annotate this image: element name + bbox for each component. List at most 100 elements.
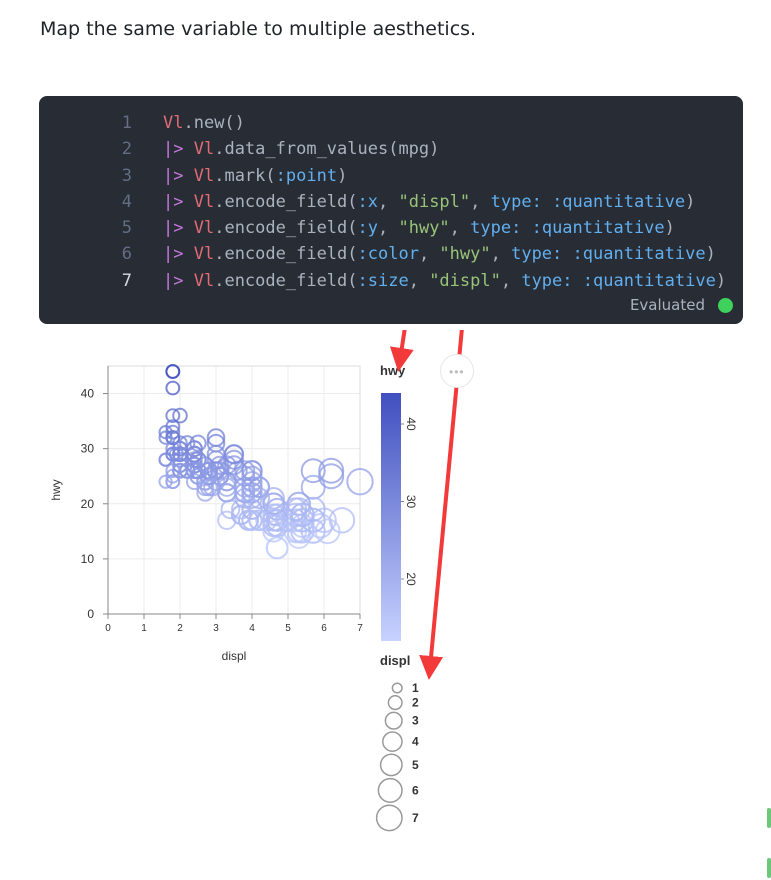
y-tick-label: 10 xyxy=(81,552,95,566)
code-token: , xyxy=(378,191,399,212)
code-token: Vl xyxy=(193,165,215,186)
scatter-point xyxy=(248,476,271,499)
size-legend-symbol xyxy=(379,753,403,777)
size-legend: 12 3 4 5 6 7 xyxy=(375,681,419,832)
code-token: |> xyxy=(163,270,184,291)
code-token: |> xyxy=(163,139,184,160)
y-tick-label: 40 xyxy=(81,387,95,401)
size-legend-label: 6 xyxy=(412,783,419,797)
code-token: Vl xyxy=(193,191,215,212)
code-token: Vl xyxy=(163,113,184,133)
x-tick-label: 5 xyxy=(285,623,291,634)
size-legend-symbol xyxy=(377,777,403,803)
scatter-point xyxy=(290,519,315,544)
scatter-point xyxy=(318,463,345,490)
scatter-point xyxy=(217,455,237,475)
code-token: , xyxy=(449,218,471,239)
scatter-point xyxy=(217,477,237,497)
scatter-point xyxy=(165,424,181,440)
size-legend-symbol xyxy=(375,804,403,832)
scatter-point xyxy=(234,465,256,487)
code-text: |> Vl.encode_field(:color, "hwy", type: … xyxy=(163,241,716,267)
scatter-point xyxy=(172,462,188,479)
scatter-point xyxy=(248,509,271,532)
scatter-point xyxy=(158,474,173,489)
code-token: ) xyxy=(685,191,696,212)
code-token: ) xyxy=(715,270,727,291)
y-tick-label: 0 xyxy=(87,607,94,621)
code-token: |> xyxy=(163,244,184,265)
code-token: type: xyxy=(490,191,542,212)
scatter-point xyxy=(262,514,285,538)
code-token: , xyxy=(418,244,440,265)
code-token: :x xyxy=(357,191,378,212)
x-tick-label: 2 xyxy=(177,623,183,634)
code-text: |> Vl.mark(:point) xyxy=(163,163,347,189)
line-number: 1 xyxy=(121,113,132,133)
scatter-point xyxy=(220,499,241,520)
scatter-point xyxy=(300,474,326,500)
scatter-point xyxy=(203,478,222,497)
code-token: ) xyxy=(337,165,348,186)
code-text: |> Vl.encode_field(:size, "displ", type:… xyxy=(163,268,726,294)
code-token: , xyxy=(500,270,522,291)
scatter-point xyxy=(262,509,285,532)
size-legend-label: 5 xyxy=(412,758,419,772)
chart-axes: 0 1 2 3 4 5 6 7 0 10 20 30 40 xyxy=(81,366,363,634)
scatter-point xyxy=(165,364,181,379)
code-token: Vl xyxy=(193,244,215,265)
code-token: , xyxy=(408,270,430,291)
scroll-indicator xyxy=(767,858,771,878)
size-legend-label: 3 xyxy=(412,714,419,728)
code-token: Vl xyxy=(193,218,215,239)
code-cell[interactable]: 1 Vl.new() 2 |> Vl.data_from_values(mpg) 3 |>… xyxy=(39,96,743,324)
line-number: 3 xyxy=(121,165,132,186)
line-number: 6 xyxy=(121,244,132,265)
color-legend-label: 20 xyxy=(404,572,418,586)
code-token: , xyxy=(378,218,399,239)
scatter-point xyxy=(165,419,181,435)
color-legend-label: 30 xyxy=(404,495,418,509)
size-legend-symbol xyxy=(382,731,403,752)
x-tick-label: 3 xyxy=(213,623,219,634)
scatter-point xyxy=(307,513,334,539)
color-legend-label: 40 xyxy=(404,417,418,431)
scatter-point xyxy=(189,462,207,480)
code-token: ) xyxy=(664,218,675,239)
size-legend-label: 4 xyxy=(412,735,419,749)
code-token: .encode_field( xyxy=(214,218,358,239)
scatter-point xyxy=(189,434,207,452)
size-legend-label: 2 xyxy=(412,696,419,710)
scatter-point xyxy=(234,460,256,482)
x-tick-label: 0 xyxy=(105,623,111,634)
code-token xyxy=(183,166,193,186)
code-token: type: xyxy=(511,244,563,265)
scatter-point xyxy=(165,430,181,446)
code-token: :color xyxy=(357,244,419,265)
scatter-point xyxy=(199,467,218,486)
scatter-points xyxy=(158,364,374,560)
code-token: .new() xyxy=(183,113,245,133)
cell-description: Map the same variable to multiple aesthe… xyxy=(40,18,477,40)
y-tick-label: 30 xyxy=(81,442,95,456)
line-number: 2 xyxy=(121,139,132,160)
code-token xyxy=(183,139,193,159)
status-dot-icon xyxy=(718,298,733,313)
code-token: .encode_field( xyxy=(214,191,358,212)
code-token xyxy=(183,271,193,291)
x-tick-label: 6 xyxy=(321,623,327,634)
code-token xyxy=(183,218,193,238)
more-options-button[interactable]: ••• xyxy=(440,354,474,388)
scatter-point xyxy=(318,457,345,484)
scatter-point xyxy=(217,510,237,530)
code-token: Vl xyxy=(193,270,215,291)
code-token: |> xyxy=(163,218,184,239)
color-legend-gradient xyxy=(381,393,401,641)
code-token: |> xyxy=(163,165,184,186)
scatter-point xyxy=(300,496,326,522)
scatter-point xyxy=(224,444,244,465)
scatter-point xyxy=(224,449,244,470)
code-token: .encode_field( xyxy=(214,270,358,291)
code-token: :quantitative xyxy=(531,218,665,239)
code-token: :y xyxy=(357,218,378,239)
